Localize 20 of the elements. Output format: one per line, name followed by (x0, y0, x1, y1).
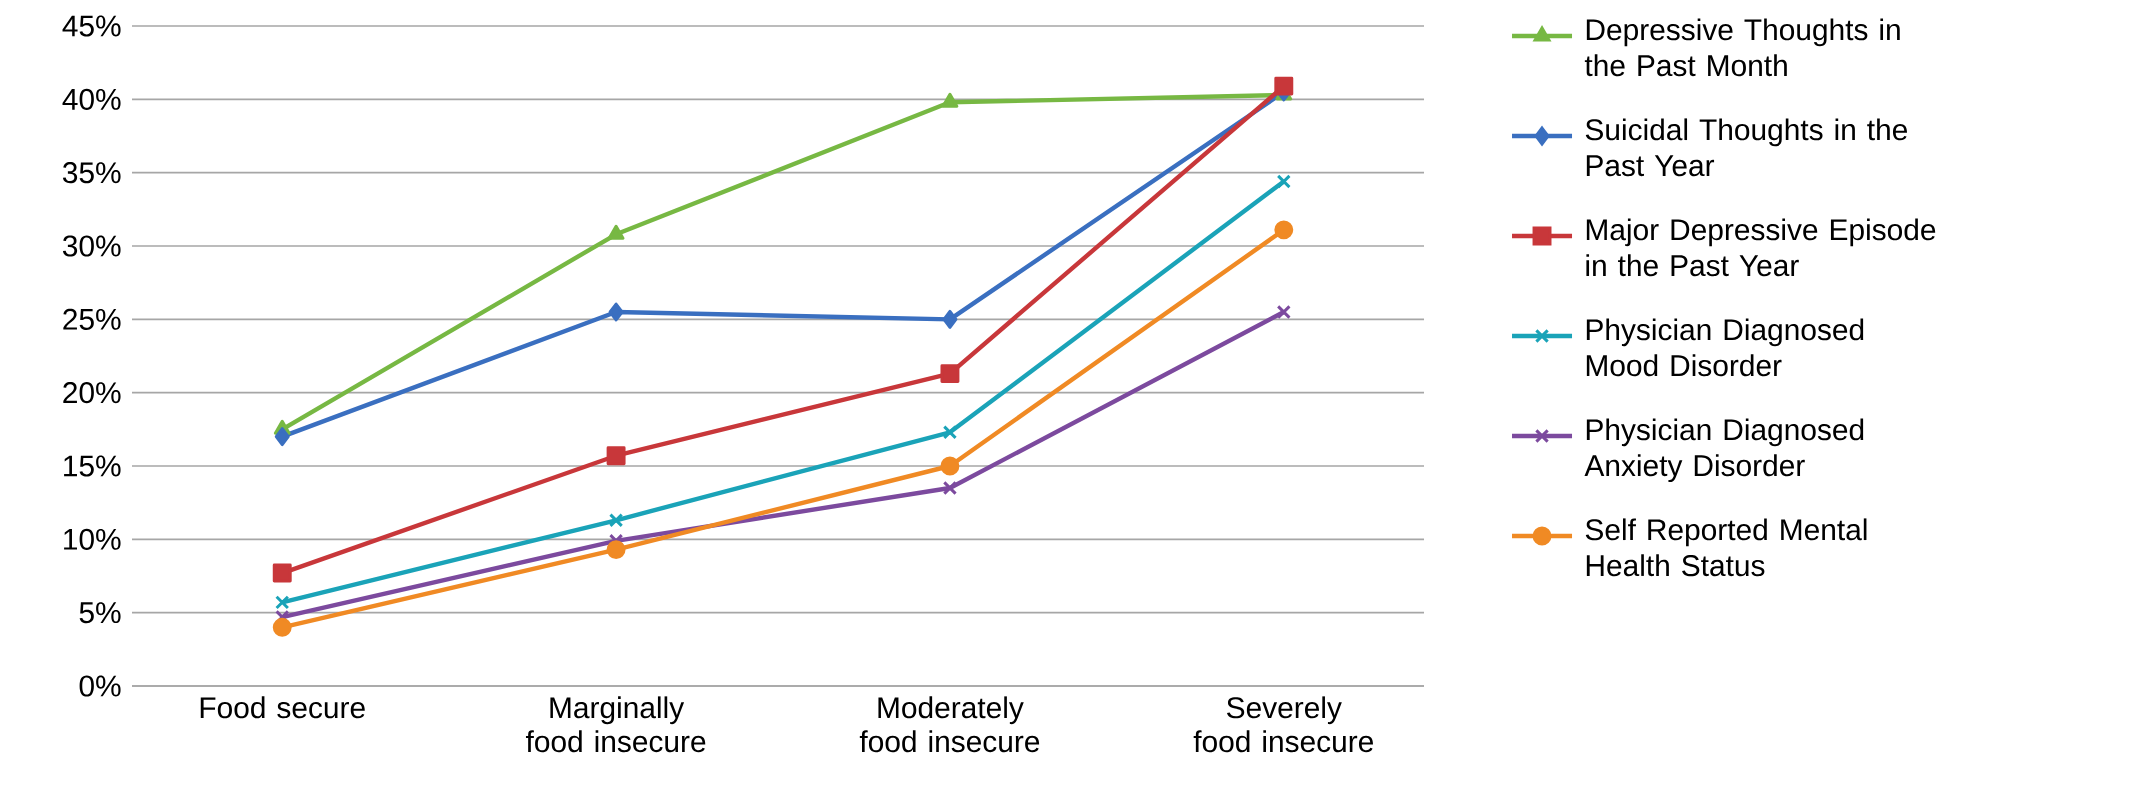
y-tick-label: 25% (63, 308, 121, 330)
x-tick-label: Food secure (200, 696, 365, 719)
legend-label: Physician Diagnosed Anxiety Disorder (1584, 418, 1864, 483)
legend-label: Depressive Thoughts in the Past Month (1584, 18, 1900, 77)
y-tick-label: 35% (62, 162, 121, 184)
y-tick-label: 5% (79, 602, 121, 624)
legend-label: Self Reported Mental Health Status (1585, 518, 1867, 577)
x-tick-label: Severely food insecure (1193, 696, 1373, 753)
x-tick-label: Moderately food insecure (859, 696, 1040, 753)
legend-label: Suicidal Thoughts in the Past Year (1585, 118, 1907, 177)
y-tick-label: 30% (62, 235, 121, 257)
y-tick-label: 10% (64, 528, 121, 550)
legend-label: Physician Diagnosed Mood Disorder (1586, 318, 1864, 377)
y-tick-label: 0% (79, 675, 121, 697)
x-tick-label: Marginally food insecure (525, 696, 706, 753)
legend-label: Major Depressive Episode in the Past Year (1586, 218, 1936, 277)
y-tick-label: 20% (63, 382, 121, 404)
y-tick-label: 15% (64, 455, 121, 477)
y-tick-label: 45% (62, 15, 121, 37)
y-tick-label: 40% (62, 88, 121, 110)
